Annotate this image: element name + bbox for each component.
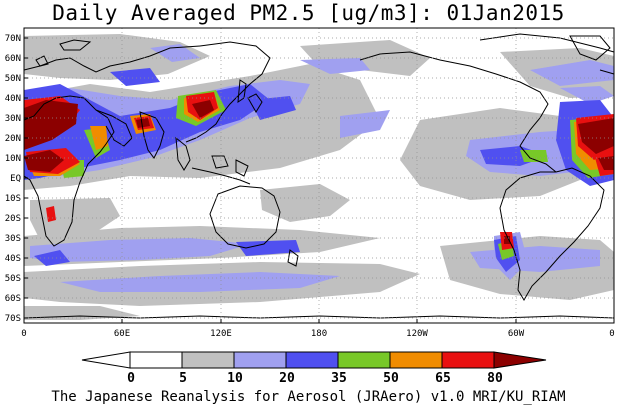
lat-label: 50N: [5, 74, 21, 84]
lon-label: 60W: [508, 329, 525, 339]
colorbar-segment: [337, 351, 391, 369]
lat-label: 70S: [5, 314, 21, 324]
lat-label: 40S: [5, 254, 21, 264]
lat-label: 10S: [5, 194, 21, 204]
footer-credit: The Japanese Reanalysis for Aerosol (JRA…: [51, 389, 566, 405]
colorbar-segment: [129, 351, 183, 369]
lat-label: 30S: [5, 234, 21, 244]
colorbar-label: 50: [383, 371, 399, 386]
colorbar-label: 35: [331, 371, 347, 386]
lat-label: 60N: [5, 54, 21, 64]
lat-label: 50S: [5, 274, 21, 284]
colorbar-segment: [233, 351, 287, 369]
colorbar-label: 0: [127, 371, 135, 386]
map-title: Daily Averaged PM2.5 [ug/m3]: 01Jan2015: [52, 1, 565, 25]
colorbar-label: 5: [179, 371, 187, 386]
colorbar: [81, 351, 547, 369]
colorbar-label: 10: [227, 371, 243, 386]
lat-label: 40N: [5, 94, 21, 104]
lon-label: 0: [609, 329, 614, 339]
lat-label: 10N: [5, 154, 21, 164]
pm25-field: [24, 34, 614, 320]
lat-label: 20N: [5, 134, 21, 144]
colorbar-segment: [441, 351, 495, 369]
axis-ticks: [24, 37, 517, 323]
lon-label: 120W: [406, 329, 428, 339]
longitude-labels: 0 60E 120E 180 120W 60W 0: [21, 329, 614, 339]
lon-label: 0: [21, 329, 26, 339]
lat-label: 70N: [5, 34, 21, 44]
colorbar-label: 65: [435, 371, 451, 386]
latitude-labels: 70N 60N 50N 40N 30N 20N 10N EQ 10S 20S 3…: [5, 34, 21, 324]
colorbar-labels: 0 5 10 20 35 50 65 80: [127, 371, 503, 386]
colorbar-label: 20: [279, 371, 295, 386]
lat-label: 60S: [5, 294, 21, 304]
lat-label: 20S: [5, 214, 21, 224]
lat-label: EQ: [10, 174, 21, 184]
lat-label: 30N: [5, 114, 21, 124]
colorbar-segment: [81, 351, 131, 369]
colorbar-segment: [285, 351, 339, 369]
lon-label: 180: [311, 329, 327, 339]
colorbar-segment: [181, 351, 235, 369]
colorbar-segment: [493, 351, 547, 369]
colorbar-segment: [389, 351, 443, 369]
lon-label: 120E: [210, 329, 232, 339]
lon-label: 60E: [114, 329, 130, 339]
colorbar-label: 80: [487, 371, 503, 386]
